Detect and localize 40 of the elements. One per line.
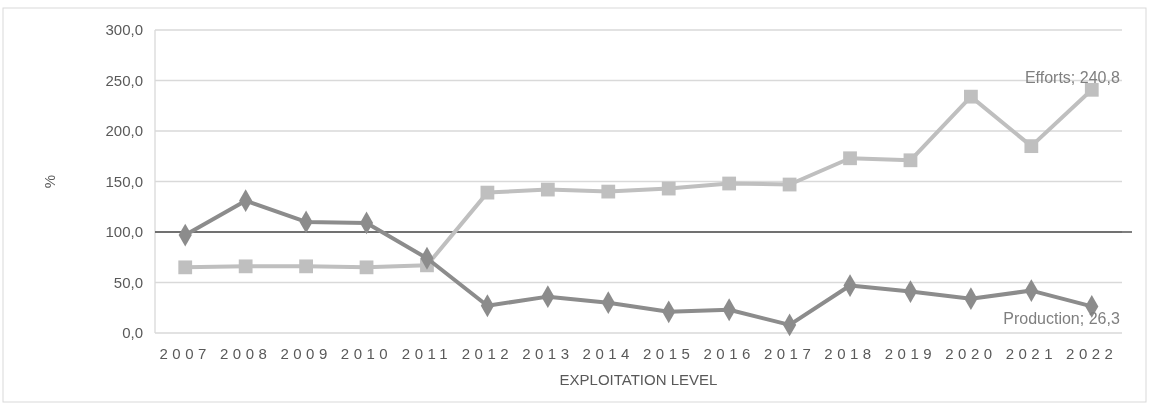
x-tick-label: 2012: [461, 345, 514, 362]
x-tick-label: 2008: [219, 345, 272, 362]
x-tick-label: 2021: [1005, 345, 1058, 362]
x-tick-label: 2009: [280, 345, 332, 362]
x-tick-label: 2018: [824, 345, 876, 362]
y-axis-title: %: [41, 174, 58, 189]
text: Production; 26,3: [1003, 310, 1120, 328]
point: [359, 260, 374, 275]
text: Efforts; 240,8: [1024, 69, 1120, 87]
x-tick-label: 2016: [703, 345, 755, 362]
x-tick-label: 2014: [582, 345, 634, 362]
x-tick-label: 2015: [643, 345, 695, 362]
x-tick-label: 2011: [401, 345, 453, 362]
point: [903, 153, 918, 168]
point: [601, 184, 616, 199]
y-tick-label: 150,0: [105, 172, 143, 190]
y-tick-label: 100,0: [105, 223, 143, 241]
y-tick-label: 50,0: [113, 273, 143, 291]
point: [843, 151, 857, 166]
x-tick-label: 2010: [340, 345, 393, 362]
point: [661, 181, 676, 196]
point: [480, 185, 495, 200]
x-tick-label: 2019: [884, 345, 937, 362]
x-axis-title: EXPLOITATION LEVEL: [559, 371, 718, 388]
y-tick-label: 300,0: [105, 21, 143, 39]
point: [299, 259, 313, 274]
x-tick-label: 2007: [159, 345, 211, 362]
x-tick-label: 2022: [1066, 345, 1118, 362]
point: [178, 260, 193, 275]
point: [722, 176, 737, 191]
point: [238, 259, 253, 274]
x-tick-label: 2017: [763, 345, 816, 362]
point: [540, 182, 555, 197]
point: [964, 89, 978, 104]
y-tick-label: 0,0: [122, 324, 143, 342]
y-tick-label: 250,0: [105, 71, 143, 89]
point: [1024, 139, 1039, 154]
y-tick-label: 200,0: [105, 122, 143, 140]
x-tick-label: 2013: [522, 345, 574, 362]
x-tick-label: 2020: [945, 345, 997, 362]
